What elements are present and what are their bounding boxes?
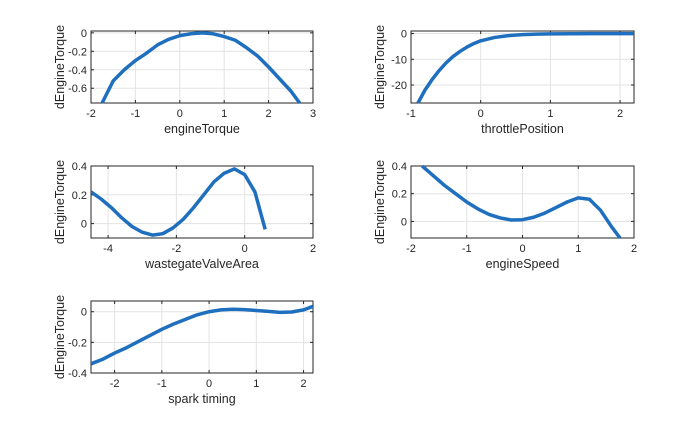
axes-box: [90, 300, 314, 374]
y-tick-label: 0.4: [392, 161, 407, 173]
grid-lines: [90, 31, 314, 103]
y-tick-label: 0: [81, 28, 87, 40]
x-tick-label: 2: [310, 243, 316, 255]
x-tick-label: -2: [171, 243, 181, 255]
series-line: [100, 31, 302, 104]
x-tick-label: 2: [266, 108, 272, 120]
y-tick-label: -0.2: [68, 46, 87, 58]
y-axis-label: dEngineTorque: [373, 25, 387, 109]
subplot-engine-speed: -2 -1 0 1 2 0.4 0.2 0 engineSpeed dEngineTorque: [373, 160, 637, 271]
subplot-spark-timing: -2 -1 0 1 2 0 -0.2 -0.4 spark timing dEngineTor…: [53, 295, 314, 406]
x-tick-label: -1: [406, 108, 416, 120]
y-tick-label: -20: [391, 80, 407, 92]
axes-box: [90, 165, 314, 239]
y-tick-label: -0.4: [68, 368, 87, 380]
tick-labels: -2 -1 0 1 2 0.4 0.2 0: [392, 161, 637, 255]
y-tick-label: 0: [81, 219, 87, 231]
x-tick-label: -1: [131, 108, 141, 120]
tick-labels: -4 -2 0 2 0.4 0.2 0: [72, 161, 316, 255]
y-tick-label: 0: [401, 216, 407, 228]
x-axis-label: wastegateValveArea: [144, 257, 259, 271]
tick-labels: -1 0 1 20-10-20: [391, 29, 634, 120]
x-axis-label: engineSpeed: [486, 257, 560, 271]
x-tick-label: -1: [157, 378, 167, 390]
y-tick-label: 0.2: [72, 190, 87, 202]
data-line: [91, 167, 267, 237]
axes-box: [410, 30, 635, 104]
x-tick-label: 0: [242, 243, 248, 255]
data-line: [421, 165, 622, 239]
series-line: [416, 31, 634, 104]
x-tick-label: 0: [519, 243, 525, 255]
x-tick-label: 0: [206, 378, 212, 390]
x-tick-label: 2: [617, 108, 623, 120]
x-tick-label: -2: [406, 243, 416, 255]
x-tick-label: 2: [300, 378, 306, 390]
x-tick-label: -4: [103, 243, 113, 255]
x-tick-label: -1: [462, 243, 472, 255]
x-tick-label: 1: [547, 108, 553, 120]
y-tick-label: -0.6: [68, 83, 87, 95]
subplot-throttle-position: -1 0 1 20-10-20 throttlePosition dEngineTor…: [373, 25, 635, 136]
series-line: [91, 304, 313, 366]
x-axis-label: engineTorque: [164, 122, 240, 136]
data-line: [100, 31, 302, 104]
series-line: [421, 165, 622, 239]
subplot-engine-torque: -2 -1 0 1 2 3 0 -0.2 -0.4 -0.6 engineTorque dEngi…: [53, 25, 316, 136]
x-tick-label: 1: [253, 378, 259, 390]
series-line: [91, 167, 267, 237]
x-tick-label: 2: [631, 243, 637, 255]
x-tick-label: -2: [110, 378, 120, 390]
tick-labels: -2 -1 0 1 2 3 0 -0.2 -0.4 -0.6: [68, 28, 316, 120]
y-tick-label: -0.2: [68, 337, 87, 349]
x-axis-label: throttlePosition: [481, 122, 564, 136]
x-tick-label: 1: [221, 108, 227, 120]
y-tick-label: 0.2: [392, 189, 407, 201]
y-axis-label: dEngineTorque: [373, 160, 387, 244]
x-tick-label: -2: [86, 108, 96, 120]
y-tick-label: -10: [391, 54, 407, 66]
y-tick-label: 0: [401, 29, 407, 41]
x-tick-label: 0: [177, 108, 183, 120]
y-tick-label: 0.4: [72, 161, 87, 173]
axes-box: [90, 30, 314, 104]
data-line: [91, 304, 313, 366]
x-tick-label: 1: [575, 243, 581, 255]
tick-labels: -2 -1 0 1 2 0 -0.2 -0.4: [68, 301, 313, 390]
data-line: [416, 31, 634, 104]
y-tick-label: -0.4: [68, 65, 87, 77]
y-axis-label: dEngineTorque: [53, 295, 67, 379]
subplot-wastegate-valve-area: -4 -2 0 2 0.4 0.2 0 wastegateValveArea dEngine…: [53, 160, 316, 271]
x-tick-label: 0: [478, 108, 484, 120]
y-tick-label: 0: [81, 307, 87, 319]
x-axis-label: spark timing: [168, 392, 235, 406]
y-axis-label: dEngineTorque: [53, 160, 67, 244]
x-tick-label: 3: [310, 108, 316, 120]
y-axis-label: dEngineTorque: [53, 25, 67, 109]
